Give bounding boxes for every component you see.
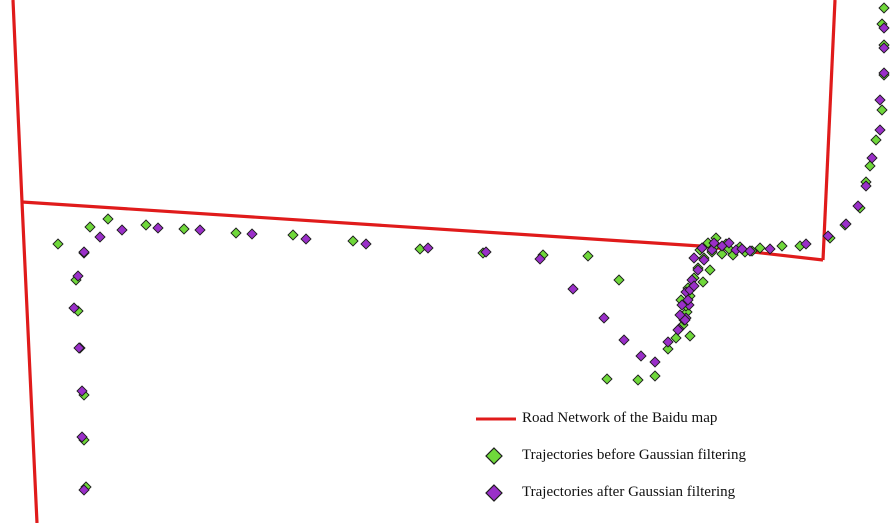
trajectory-point-after [736, 243, 748, 255]
trajectory-point-before [870, 134, 882, 146]
trajectory-point-before [704, 264, 716, 276]
trajectory-point-after [76, 385, 88, 397]
trajectory-point-after [878, 22, 890, 34]
road-line-swatch [476, 409, 520, 429]
after-marker-swatch [476, 483, 520, 503]
trajectory-point-before [287, 229, 299, 241]
trajectory-point-after [676, 299, 688, 311]
trajectory-point-after [68, 302, 80, 314]
trajectory-point-before [878, 2, 890, 14]
trajectory-point-after [649, 356, 661, 368]
trajectory-point-after [878, 42, 890, 54]
trajectory-point-after [618, 334, 630, 346]
trajectory-point-before [632, 374, 644, 386]
trajectory-point-before [582, 250, 594, 262]
trajectory-point-after [246, 228, 258, 240]
before-marker-swatch [476, 446, 520, 466]
legend-item-before: Trajectories before Gaussian filtering [476, 437, 876, 474]
trajectory-point-after [480, 246, 492, 258]
trajectory-point-after [688, 280, 700, 292]
trajectory-point-after [635, 350, 647, 362]
trajectory-point-after [78, 246, 90, 258]
trajectory-point-after [878, 67, 890, 79]
trajectory-point-after [598, 312, 610, 324]
trajectory-point-before [697, 276, 709, 288]
trajectory-point-after [662, 336, 674, 348]
trajectory-point-after [696, 242, 708, 254]
legend-item-after: Trajectories after Gaussian filtering [476, 474, 876, 511]
road-segment [821, 0, 837, 261]
trajectory-point-after [534, 253, 546, 265]
trajectory-point-after [682, 294, 694, 306]
trajectory-point-after [840, 218, 852, 230]
trajectory-point-after [422, 242, 434, 254]
trajectory-point-before [601, 373, 613, 385]
trajectory-point-before [230, 227, 242, 239]
trajectory-point-after [152, 222, 164, 234]
trajectory-point-after [692, 264, 704, 276]
trajectory-point-after [764, 243, 776, 255]
trajectory-point-after [672, 324, 684, 336]
trajectory-point-after [874, 124, 886, 136]
trajectory-point-before [84, 221, 96, 233]
trajectory-point-after [567, 283, 579, 295]
trajectory-point-after [822, 230, 834, 242]
trajectory-point-after [800, 238, 812, 250]
trajectory-point-before [776, 240, 788, 252]
trajectory-point-before [613, 274, 625, 286]
trajectory-point-after [874, 94, 886, 106]
trajectory-point-after [860, 180, 872, 192]
trajectory-point-before [670, 332, 682, 344]
trajectory-point-after [94, 231, 106, 243]
trajectory-point-before [140, 219, 152, 231]
legend-label-road: Road Network of the Baidu map [522, 410, 718, 426]
trajectory-point-after [360, 238, 372, 250]
trajectory-point-after [300, 233, 312, 245]
legend-label-after: Trajectories after Gaussian filtering [522, 484, 736, 500]
trajectory-point-after [674, 309, 686, 321]
trajectory-point-after [76, 431, 88, 443]
trajectory-point-before [649, 370, 661, 382]
legend: Road Network of the Baidu map Trajectori… [476, 400, 876, 511]
road-segment [11, 0, 39, 523]
trajectory-point-after [78, 484, 90, 496]
trajectory-point-before [662, 343, 674, 355]
trajectory-point-before [864, 160, 876, 172]
trajectory-point-after [72, 270, 84, 282]
trajectory-point-before [102, 213, 114, 225]
trajectory-point-before [684, 330, 696, 342]
trajectory-point-after [73, 342, 85, 354]
trajectory-after-points [68, 22, 890, 496]
trajectory-point-after [116, 224, 128, 236]
trajectory-point-before [876, 104, 888, 116]
trajectory-point-before [754, 242, 766, 254]
trajectory-point-after [194, 224, 206, 236]
trajectory-point-before [347, 235, 359, 247]
trajectory-point-before [52, 238, 64, 250]
trajectory-point-before [178, 223, 190, 235]
trajectory-point-before [716, 248, 728, 260]
trajectory-point-after [852, 200, 864, 212]
trajectory-point-after [723, 237, 735, 249]
legend-label-before: Trajectories before Gaussian filtering [522, 447, 746, 463]
trajectory-point-after [688, 252, 700, 264]
trajectory-point-after [866, 152, 878, 164]
trajectory-point-after [698, 254, 710, 266]
trajectory-point-after [708, 237, 720, 249]
legend-item-road: Road Network of the Baidu map [476, 400, 876, 437]
